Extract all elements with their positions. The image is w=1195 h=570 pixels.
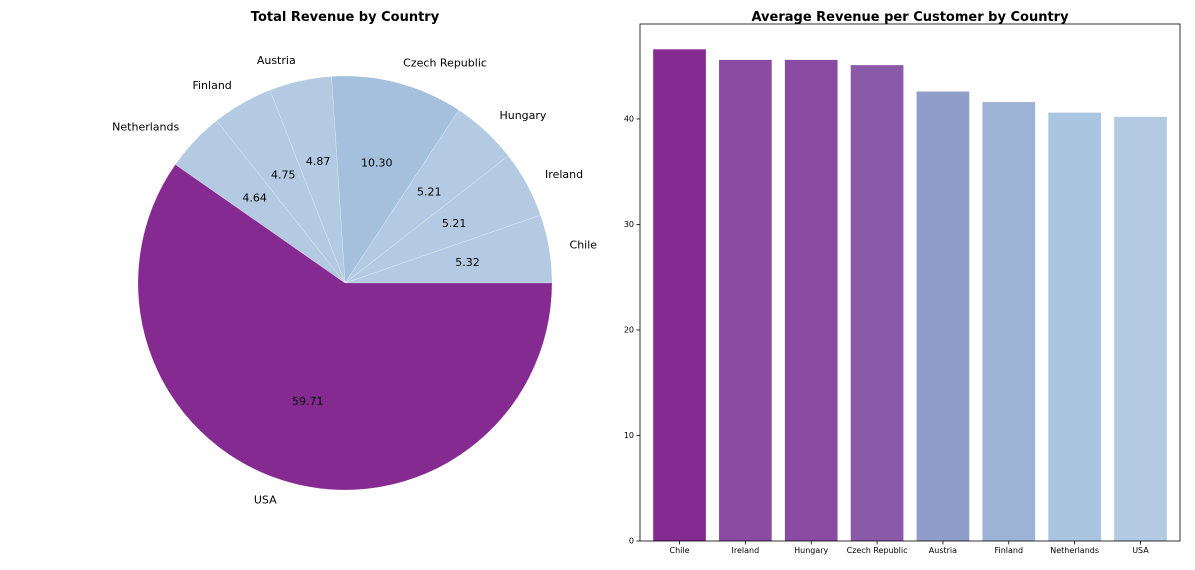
pie-label-hungary: Hungary xyxy=(499,109,546,122)
pie-value-austria: 4.87 xyxy=(306,155,331,168)
bar-chart: Average Revenue per Customer by Country … xyxy=(624,10,1181,555)
bar-ireland xyxy=(719,59,772,541)
x-tick-label-czech-republic: Czech Republic xyxy=(847,546,908,555)
pie-title: Total Revenue by Country xyxy=(251,10,440,25)
pie-chart: Total Revenue by Country Chile 5.32 Irelan… xyxy=(112,10,597,507)
pie-slice-chile xyxy=(344,214,553,284)
pie-value-czech-republic: 10.30 xyxy=(361,156,393,169)
y-axis-ticks: 0 10 20 30 40 xyxy=(624,114,640,546)
y-tick-label-20: 20 xyxy=(624,325,634,334)
x-axis-ticks: Chile Ireland Hungary Czech Republic Austria… xyxy=(669,541,1149,555)
bar-hungary xyxy=(784,59,838,541)
pie-value-finland: 4.75 xyxy=(271,169,296,182)
x-tick-label-austria: Austria xyxy=(929,546,957,555)
x-tick-label-finland: Finland xyxy=(994,546,1023,555)
pie-slice-finland xyxy=(216,89,346,284)
pie-label-usa: USA xyxy=(254,494,277,507)
pie-slice-czech-republic xyxy=(331,75,460,284)
x-tick-label-netherlands: Netherlands xyxy=(1050,546,1099,555)
bar-czech-republic xyxy=(850,65,904,541)
y-tick-label-40: 40 xyxy=(624,114,634,123)
pie-value-chile: 5.32 xyxy=(455,256,480,269)
pie-value-ireland: 5.21 xyxy=(442,217,467,230)
pie-label-czech-republic: Czech Republic xyxy=(403,56,487,69)
pie-slice-usa xyxy=(137,164,553,491)
pie-label-chile: Chile xyxy=(570,239,598,252)
bar-usa xyxy=(1114,116,1167,542)
bar-title: Average Revenue per Customer by Country xyxy=(751,10,1069,25)
plot-frame xyxy=(639,23,1181,542)
x-tick-label-chile: Chile xyxy=(669,546,689,555)
pie-labels: Chile 5.32 Ireland 5.21 Hungary 5.21 Czech Rep… xyxy=(112,54,597,507)
bar-finland xyxy=(982,102,1036,542)
pie-slice-hungary xyxy=(344,109,509,284)
pie-slices xyxy=(137,75,553,491)
pie-value-usa: 59.71 xyxy=(292,395,324,408)
bar-austria xyxy=(916,91,970,542)
y-tick-label-0: 0 xyxy=(629,537,634,546)
pie-label-netherlands: Netherlands xyxy=(112,120,179,133)
pie-slice-austria xyxy=(269,76,346,284)
pie-label-austria: Austria xyxy=(257,54,296,67)
y-tick-label-10: 10 xyxy=(624,431,634,440)
pie-slice-netherlands xyxy=(174,120,346,284)
bar-bars xyxy=(653,49,1167,542)
pie-label-finland: Finland xyxy=(192,79,231,92)
pie-slice-ireland xyxy=(344,155,541,284)
x-tick-label-usa: USA xyxy=(1132,546,1149,555)
pie-label-ireland: Ireland xyxy=(545,168,583,181)
pie-value-hungary: 5.21 xyxy=(417,185,442,198)
x-tick-label-hungary: Hungary xyxy=(794,546,828,555)
bar-chile xyxy=(653,49,706,541)
x-tick-label-ireland: Ireland xyxy=(732,546,760,555)
pie-value-netherlands: 4.64 xyxy=(242,191,267,204)
bar-netherlands xyxy=(1048,112,1101,541)
y-tick-label-30: 30 xyxy=(624,220,634,229)
